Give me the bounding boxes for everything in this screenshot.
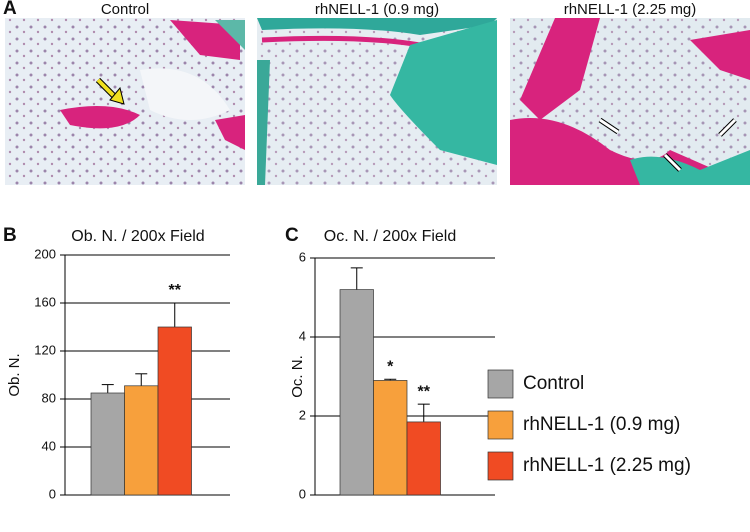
panel-label: C (285, 225, 299, 246)
image-low-dose (257, 18, 497, 185)
y-tick-label: 80 (42, 390, 56, 405)
legend-label: rhNELL-1 (0.9 mg) (523, 414, 680, 435)
image-caption: Control (101, 1, 149, 18)
y-tick-label: 40 (42, 438, 56, 453)
y-tick-label: 0 (49, 486, 56, 501)
panel-label: A (3, 0, 17, 19)
chart-title: Oc. N. / 200x Field (324, 228, 457, 245)
panel-label: B (3, 225, 17, 246)
image-control (5, 18, 245, 185)
legend-label: rhNELL-1 (2.25 mg) (523, 455, 691, 476)
y-tick-label: 160 (34, 294, 56, 309)
bar (373, 380, 408, 496)
significance-mark: * (387, 358, 394, 375)
bar (406, 421, 441, 496)
y-tick-label: 6 (299, 249, 306, 264)
y-axis-label: Ob. N. (6, 353, 23, 396)
bar (157, 326, 192, 496)
bar (90, 392, 125, 496)
y-axis-label: Oc. N. (289, 355, 306, 398)
image-caption: rhNELL-1 (2.25 mg) (564, 1, 697, 18)
y-tick-label: 120 (34, 342, 56, 357)
legend-swatch (487, 451, 514, 481)
image-caption: rhNELL-1 (0.9 mg) (315, 1, 439, 18)
significance-mark: ** (169, 282, 182, 299)
legend-label: Control (523, 373, 584, 394)
significance-mark: ** (418, 383, 431, 400)
bar (124, 385, 159, 496)
image-high-dose (510, 18, 750, 185)
y-tick-label: 200 (34, 246, 56, 261)
legend-swatch (487, 369, 514, 399)
y-tick-label: 0 (299, 486, 306, 501)
legend-swatch (487, 410, 514, 440)
chart-title: Ob. N. / 200x Field (71, 228, 204, 245)
y-tick-label: 4 (299, 328, 306, 343)
y-tick-label: 2 (299, 407, 306, 422)
bar (339, 289, 374, 496)
